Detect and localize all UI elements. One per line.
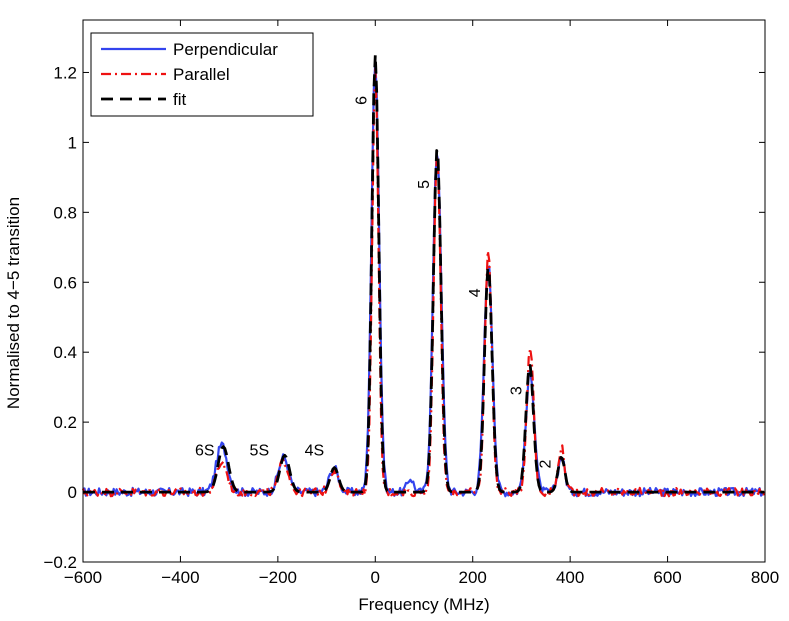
x-tick-label: 200 [459, 568, 487, 587]
peak-label: 6 [354, 96, 371, 105]
y-tick-label: −0.2 [43, 553, 77, 572]
peak-annotations: 6 5 4 3 2 6S 5S 4S [195, 96, 555, 469]
x-axis-title: Frequency (MHz) [358, 595, 489, 614]
peak-label: 4S [305, 442, 325, 459]
x-tick-label: −400 [161, 568, 199, 587]
legend: Perpendicular Parallel fit [90, 32, 314, 117]
x-tick-label: −600 [64, 568, 102, 587]
legend-label-fit: fit [173, 90, 187, 109]
series-line-perpendicular [82, 61, 765, 498]
y-tick-label: 0.4 [53, 343, 77, 362]
peak-label: 3 [508, 386, 525, 395]
peak-label: 5S [250, 442, 270, 459]
x-tick-label: 0 [371, 568, 380, 587]
peak-label: 5 [416, 180, 433, 189]
axis-ticks: −600 −400 −200 0 200 400 600 800 −0.2 0 0.2 0.4 0.6 0… [43, 20, 779, 587]
y-tick-label: 1.2 [53, 63, 77, 82]
legend-label-parallel: Parallel [173, 65, 230, 84]
legend-label-perpendicular: Perpendicular [173, 40, 278, 59]
x-tick-label: −200 [259, 568, 297, 587]
plot-frame [82, 19, 766, 563]
y-tick-label: 0.8 [53, 203, 77, 222]
y-tick-label: 0.6 [53, 273, 77, 292]
y-axis-title: Normalised to 4−5 transition [4, 197, 23, 409]
legend-items: Perpendicular Parallel fit [101, 40, 278, 109]
x-tick-label: 400 [556, 568, 584, 587]
series-line-fit [83, 53, 764, 494]
x-tick-label: 600 [653, 568, 681, 587]
x-tick-label: 800 [751, 568, 779, 587]
y-tick-label: 0.2 [53, 413, 77, 432]
peak-label: 2 [538, 460, 555, 469]
y-tick-label: 0 [68, 483, 77, 502]
series-layer [81, 53, 766, 498]
y-tick-label: 1 [68, 133, 77, 152]
peak-label: 4 [467, 288, 484, 297]
series-line-parallel [81, 65, 766, 498]
peak-label: 6S [195, 442, 215, 459]
